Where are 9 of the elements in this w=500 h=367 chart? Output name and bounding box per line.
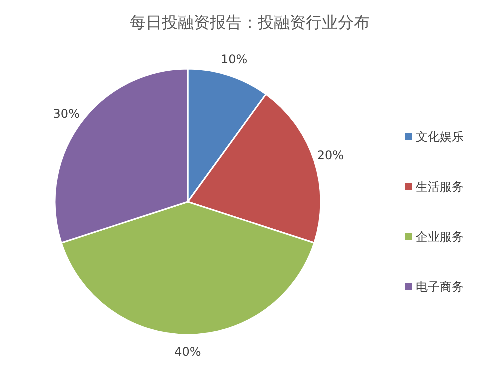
data-label: 20% — [317, 148, 344, 163]
data-label: 30% — [53, 106, 80, 121]
legend-label: 企业服务 — [416, 230, 464, 244]
chart-title: 每日投融资报告：投融资行业分布 — [130, 13, 370, 32]
legend-label: 电子商务 — [416, 280, 464, 294]
data-label: 10% — [221, 52, 248, 66]
legend-label: 文化娱乐 — [416, 130, 464, 144]
legend-label: 生活服务 — [416, 180, 464, 194]
data-label: 40% — [174, 345, 202, 359]
